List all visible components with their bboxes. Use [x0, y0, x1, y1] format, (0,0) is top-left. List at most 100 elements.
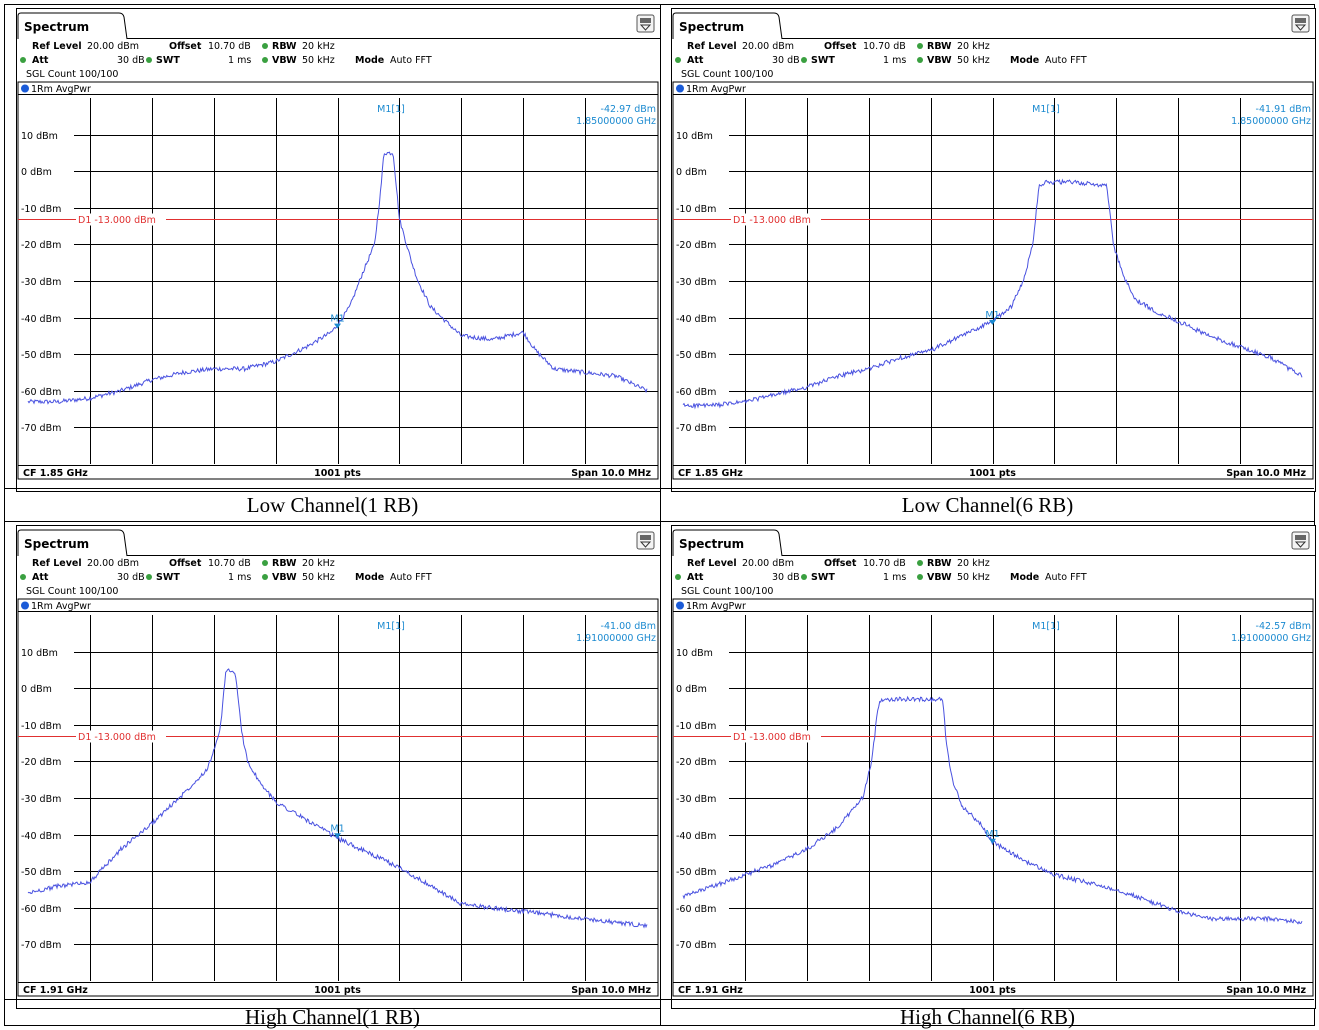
trace-indicator-icon — [676, 601, 684, 610]
offset-value: 10.70 dB — [863, 41, 906, 52]
swt-label: SWT — [811, 572, 835, 583]
y-tick-label: 0 dBm — [21, 684, 52, 695]
footer-span: Span 10.0 MHz — [571, 468, 651, 479]
mode-value: Auto FFT — [390, 572, 432, 583]
marker-level: -42.57 dBm — [1256, 621, 1311, 632]
spectrum-trace — [27, 668, 648, 929]
y-tick-label: 10 dBm — [676, 131, 713, 142]
spectrum-screen: Spectrum Ref Level 20.00 dBm Offset 10.70 dB… — [671, 8, 1316, 492]
marker-triangle-icon — [334, 323, 341, 329]
rbw-label: RBW — [272, 41, 297, 52]
ref-level-value: 20.00 dBm — [87, 41, 139, 52]
instrument-settings-icon — [1291, 14, 1310, 33]
y-tick-label: 0 dBm — [676, 684, 707, 695]
vbw-label: VBW — [272, 572, 297, 583]
status-dot-icon — [675, 574, 681, 580]
swt-value: 1 ms — [228, 572, 251, 583]
status-dot-icon — [675, 57, 681, 63]
status-dot-icon — [801, 57, 807, 63]
status-dot-icon — [20, 574, 26, 580]
marker-readout-label: M1[1] — [377, 621, 405, 632]
spectrum-panel-low-6rb: Spectrum Ref Level 20.00 dBm Offset 10.70 dB… — [671, 8, 1316, 492]
status-dot-icon — [262, 560, 268, 566]
mode-value: Auto FFT — [1045, 55, 1087, 66]
y-tick-label: -30 dBm — [21, 277, 61, 288]
y-tick-label: -60 dBm — [21, 904, 61, 915]
spectrum-screen: Spectrum Ref Level 20.00 dBm Offset 10.70 dB… — [671, 525, 1316, 1009]
footer-cf: CF 1.85 GHz — [23, 468, 88, 479]
trace-label: 1Rm AvgPwr — [31, 601, 91, 612]
footer-cf: CF 1.91 GHz — [678, 985, 743, 996]
vbw-value: 50 kHz — [957, 55, 990, 66]
offset-label: Offset — [169, 41, 202, 52]
status-dot-icon — [917, 574, 923, 580]
att-label: Att — [32, 55, 49, 66]
status-dot-icon — [917, 43, 923, 49]
sgl-count: SGL Count 100/100 — [26, 586, 118, 597]
marker-readout-label: M1[1] — [1032, 621, 1060, 632]
limit-line-label: D1 -13.000 dBm — [78, 732, 156, 743]
spectrum-screen: Spectrum Ref Level 20.00 dBm Offset 10.70 dB… — [16, 525, 661, 1009]
footer-points: 1001 pts — [969, 468, 1016, 479]
spectrum-panel-high-6rb: Spectrum Ref Level 20.00 dBm Offset 10.70 dB… — [671, 525, 1316, 1009]
rbw-value: 20 kHz — [957, 41, 990, 52]
footer-span: Span 10.0 MHz — [1226, 985, 1306, 996]
status-dot-icon — [801, 574, 807, 580]
y-tick-label: 10 dBm — [21, 131, 58, 142]
footer-points: 1001 pts — [314, 985, 361, 996]
att-label: Att — [687, 572, 704, 583]
y-tick-label: -50 dBm — [676, 867, 716, 878]
ref-level-label: Ref Level — [32, 558, 82, 569]
marker-frequency: 1.91000000 GHz — [1231, 633, 1311, 644]
sgl-count: SGL Count 100/100 — [681, 586, 773, 597]
footer-span: Span 10.0 MHz — [571, 985, 651, 996]
y-tick-label: -10 dBm — [676, 721, 716, 732]
table-rule-3 — [5, 999, 1314, 1000]
ref-level-value: 20.00 dBm — [87, 558, 139, 569]
trace-indicator-icon — [21, 601, 29, 610]
mode-label: Mode — [355, 572, 384, 583]
y-tick-label: -20 dBm — [676, 757, 716, 768]
vbw-value: 50 kHz — [957, 572, 990, 583]
marker-level: -42.97 dBm — [601, 104, 656, 115]
instrument-settings-icon — [636, 531, 655, 550]
spectrum-trace — [682, 695, 1303, 925]
att-label: Att — [32, 572, 49, 583]
trace-indicator-icon — [21, 84, 29, 93]
spectrum-screen: Spectrum Ref Level 20.00 dBm Offset 10.70 dB… — [16, 8, 661, 492]
y-tick-label: -10 dBm — [21, 204, 61, 215]
spectrum-tab — [672, 529, 783, 557]
ref-level-label: Ref Level — [32, 41, 82, 52]
status-dot-icon — [146, 57, 152, 63]
y-tick-label: -30 dBm — [676, 794, 716, 805]
y-tick-label: -40 dBm — [21, 831, 61, 842]
att-value: 30 dB — [772, 55, 800, 66]
status-dot-icon — [262, 574, 268, 580]
spectrum-panel-low-1rb: Spectrum Ref Level 20.00 dBm Offset 10.70 dB… — [16, 8, 661, 492]
y-tick-label: -70 dBm — [676, 940, 716, 951]
limit-label-bg — [731, 213, 821, 226]
y-tick-label: -70 dBm — [676, 423, 716, 434]
marker-triangle-icon — [334, 833, 341, 839]
instrument-settings-icon — [636, 14, 655, 33]
limit-label-bg — [731, 730, 821, 743]
att-value: 30 dB — [772, 572, 800, 583]
att-value: 30 dB — [117, 572, 145, 583]
swt-label: SWT — [156, 572, 180, 583]
footer-points: 1001 pts — [969, 985, 1016, 996]
spectrum-tab — [672, 12, 783, 40]
trace-label: 1Rm AvgPwr — [686, 84, 746, 95]
offset-label: Offset — [169, 558, 202, 569]
marker-readout-label: M1[1] — [377, 104, 405, 115]
offset-label: Offset — [824, 41, 857, 52]
y-tick-label: 10 dBm — [676, 648, 713, 659]
table-rule-2 — [5, 521, 1314, 522]
marker-name: M1 — [985, 829, 999, 840]
ref-level-label: Ref Level — [687, 41, 737, 52]
y-tick-label: -20 dBm — [21, 757, 61, 768]
swt-value: 1 ms — [228, 55, 251, 66]
y-tick-label: 0 dBm — [21, 167, 52, 178]
status-dot-icon — [917, 57, 923, 63]
swt-label: SWT — [811, 55, 835, 66]
rbw-label: RBW — [927, 41, 952, 52]
